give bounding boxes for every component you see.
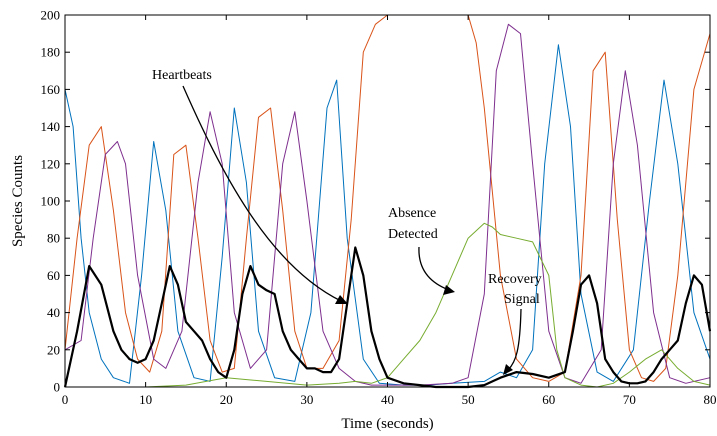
x-tick-label: 40 — [381, 392, 394, 407]
x-tick-label: 70 — [623, 392, 636, 407]
annotation-heartbeats: Heartbeats — [152, 68, 212, 83]
annotation-heartbeats-arrow — [182, 85, 342, 302]
y-tick-label: 40 — [47, 305, 60, 320]
series-line-5 — [63, 246, 712, 389]
y-tick-label: 140 — [41, 119, 61, 134]
series-line-4 — [65, 222, 711, 388]
x-axis-title: Time (seconds) — [341, 416, 433, 432]
annotation-recovery-arrow — [507, 308, 522, 371]
annotation-recovery-line2: Signal — [504, 292, 540, 307]
x-tick-label: 50 — [462, 392, 475, 407]
x-tick-label: 60 — [542, 392, 555, 407]
annotation-absence-line1: Absence — [388, 206, 436, 221]
y-tick-label: 0 — [54, 380, 61, 395]
annotations: Heartbeats Absence Detected Recovery Sig… — [152, 68, 542, 375]
annotation-heartbeats-arrowhead — [335, 295, 348, 304]
x-tick-label: 30 — [300, 392, 313, 407]
y-tick-label: 120 — [41, 156, 61, 171]
y-axis-title: Species Counts — [10, 155, 26, 247]
annotation-recovery-line1: Recovery — [488, 272, 542, 287]
y-tick-label: 80 — [47, 231, 60, 246]
x-tick-label: 20 — [220, 392, 233, 407]
y-tick-label: 20 — [47, 342, 60, 357]
annotation-absence-line2: Detected — [388, 227, 438, 242]
y-tick-label: 200 — [41, 8, 61, 23]
series-line-2 — [64, 14, 711, 382]
ticks-layer: 0 10 20 30 40 50 60 70 80 0 20 40 60 80 100 120 140 160 18… — [41, 8, 717, 408]
y-tick-label: 180 — [41, 45, 61, 60]
series-layer — [63, 14, 712, 389]
x-tick-label: 0 — [62, 392, 69, 407]
y-tick-label: 100 — [41, 194, 61, 209]
annotation-absence-arrowhead — [443, 285, 455, 295]
y-tick-label: 60 — [47, 268, 60, 283]
y-tick-label: 160 — [41, 82, 61, 97]
annotation-absence-arrow — [418, 246, 450, 291]
annotation-recovery-arrowhead — [503, 364, 513, 375]
series-line-1 — [64, 44, 711, 386]
x-tick-label: 10 — [139, 392, 152, 407]
x-tick-label: 80 — [704, 392, 717, 407]
